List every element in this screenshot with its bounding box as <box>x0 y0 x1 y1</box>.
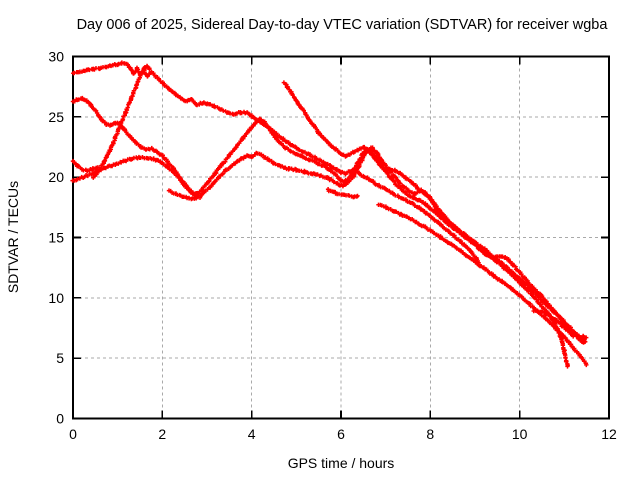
y-tick-label: 20 <box>48 169 64 185</box>
y-tick-label: 5 <box>56 350 64 366</box>
y-tick-label: 15 <box>48 230 64 246</box>
x-tick-label: 8 <box>426 426 434 442</box>
y-tick-label: 25 <box>48 109 64 125</box>
series-segment-5 <box>91 63 152 180</box>
x-tick-label: 0 <box>69 426 77 442</box>
y-axis-label: SDTVAR / TECUs <box>5 181 21 293</box>
data-series <box>70 60 589 369</box>
y-tick-label: 10 <box>48 290 64 306</box>
series-segment-8 <box>325 187 360 200</box>
series-segment-2 <box>70 95 585 342</box>
series-segment-11 <box>166 188 203 202</box>
y-tick-label: 0 <box>56 411 64 427</box>
x-tick-label: 6 <box>337 426 345 442</box>
x-tick-label: 10 <box>512 426 528 442</box>
x-tick-label: 2 <box>158 426 166 442</box>
series-segment-9 <box>531 308 576 339</box>
series-segment-10 <box>575 333 589 345</box>
series-segment-1 <box>71 60 481 265</box>
x-tick-label: 4 <box>248 426 256 442</box>
x-axis-label: GPS time / hours <box>288 455 395 471</box>
axes <box>72 55 610 420</box>
series-segment-7 <box>376 202 589 368</box>
chart-title: Day 006 of 2025, Sidereal Day-to-day VTE… <box>77 17 609 33</box>
y-tick-label: 30 <box>48 49 64 65</box>
series-segment-6 <box>281 80 586 345</box>
x-tick-label: 12 <box>601 426 617 442</box>
series-segment-3 <box>70 158 101 174</box>
tick-labels: 0 2 4 6 8 10 12 0 5 10 15 20 25 30 <box>48 49 617 443</box>
gridlines <box>73 56 609 419</box>
